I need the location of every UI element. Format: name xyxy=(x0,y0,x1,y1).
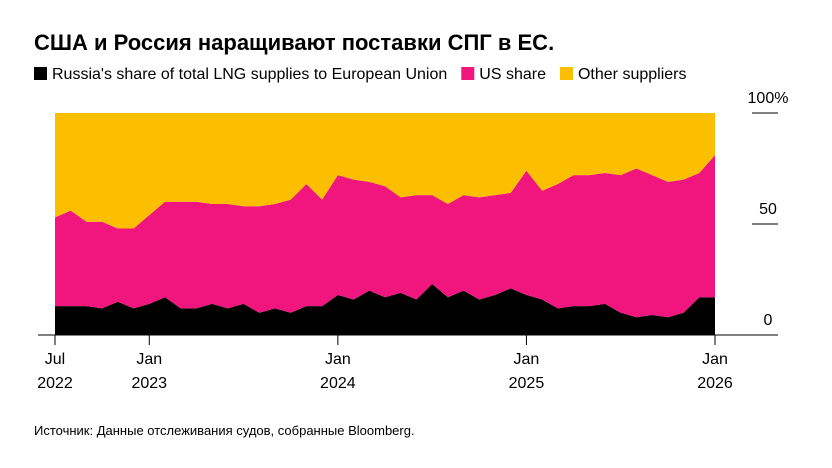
x-tick-label: 2025 xyxy=(509,375,545,392)
x-tick-label: Jan xyxy=(702,351,728,368)
x-tick-label: 2022 xyxy=(37,375,73,392)
chart-title: США и Россия наращивают поставки СПГ в Е… xyxy=(34,30,554,55)
legend-label: Other suppliers xyxy=(578,66,687,83)
x-tick-label: Jan xyxy=(136,351,162,368)
x-tick-label: Jan xyxy=(325,351,351,368)
legend: Russia's share of total LNG supplies to … xyxy=(34,66,686,83)
legend-swatch xyxy=(559,67,573,80)
legend-label: Russia's share of total LNG supplies to … xyxy=(52,66,447,83)
legend-swatch xyxy=(34,67,47,80)
y-tick-label: 100% xyxy=(748,90,789,107)
x-tick-label: 2024 xyxy=(320,375,356,392)
x-tick-label: Jul xyxy=(45,351,65,368)
area xyxy=(55,113,715,229)
legend-label: US share xyxy=(479,66,546,83)
x-tick-label: Jan xyxy=(514,351,540,368)
legend-swatch xyxy=(461,67,475,80)
area xyxy=(55,283,715,335)
x-tick-label: 2026 xyxy=(697,375,733,392)
source: Источник: Данные отслеживания судов, соб… xyxy=(34,423,415,438)
x-tick-label: 2023 xyxy=(131,375,167,392)
area xyxy=(55,155,715,318)
y-tick-label: 50 xyxy=(759,201,777,218)
y-tick-label: 0 xyxy=(764,312,773,329)
